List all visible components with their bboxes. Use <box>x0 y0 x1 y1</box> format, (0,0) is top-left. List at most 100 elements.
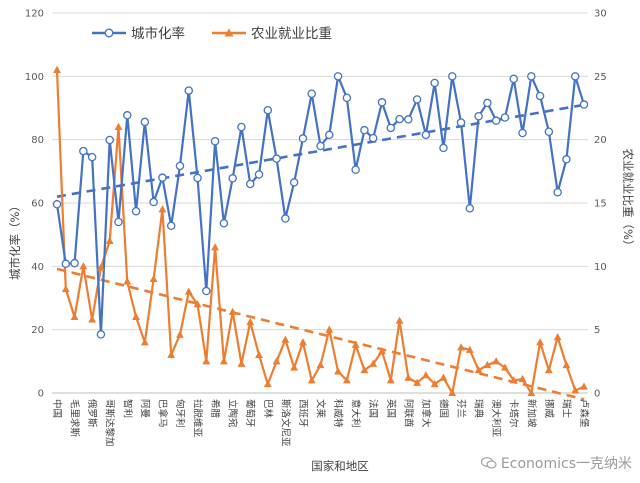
urbanization-point[interactable] <box>474 111 483 121</box>
agri-employment-point[interactable] <box>237 359 246 367</box>
agri-employment-point[interactable] <box>97 263 105 271</box>
agri-employment-point[interactable] <box>457 343 465 351</box>
agri-employment-point[interactable] <box>105 236 114 244</box>
agri-employment-point[interactable] <box>562 360 571 369</box>
urbanization-point[interactable] <box>447 72 457 81</box>
agri-employment-point[interactable] <box>544 366 553 374</box>
agri-employment-point[interactable] <box>272 357 281 365</box>
urbanization-point[interactable] <box>123 111 132 120</box>
agri-employment-point[interactable] <box>342 376 351 384</box>
urbanization-point[interactable] <box>527 72 536 81</box>
urbanization-point[interactable] <box>562 155 571 164</box>
agri-employment-point[interactable] <box>88 315 97 323</box>
agri-employment-point[interactable] <box>386 376 395 384</box>
agri-employment-point[interactable] <box>518 374 527 383</box>
urbanization-point[interactable] <box>483 98 492 108</box>
urbanization-point[interactable] <box>412 95 422 104</box>
urbanization-point[interactable] <box>535 91 545 101</box>
legend-item-urbanization[interactable]: 城市化率 <box>92 25 185 42</box>
urbanization-point[interactable] <box>114 217 123 227</box>
agri-employment-point[interactable] <box>228 307 237 315</box>
urbanization-point[interactable] <box>518 128 527 138</box>
agri-employment-point[interactable] <box>167 350 176 358</box>
urbanization-point[interactable] <box>175 161 185 171</box>
agri-employment-point[interactable] <box>465 345 474 353</box>
urbanization-point[interactable] <box>509 74 518 84</box>
urbanization-point[interactable] <box>281 214 290 223</box>
urbanization-point[interactable] <box>52 200 62 209</box>
urbanization-point[interactable] <box>245 179 255 189</box>
urbanization-point[interactable] <box>184 86 193 95</box>
agri-employment-point[interactable] <box>369 359 378 367</box>
agri-employment-point[interactable] <box>360 366 369 374</box>
urbanization-point[interactable] <box>325 130 334 140</box>
agri-employment-point[interactable] <box>351 340 360 348</box>
agri-employment-point[interactable] <box>474 366 483 374</box>
legend-item-agri-employment[interactable]: 农业就业比重 <box>212 26 332 42</box>
agri-employment-point[interactable] <box>219 357 228 365</box>
urbanization-point[interactable] <box>96 330 106 339</box>
agri-employment-point[interactable] <box>246 317 255 326</box>
agri-employment-point[interactable] <box>149 274 158 282</box>
urbanization-point[interactable] <box>500 113 510 122</box>
agri-employment-point[interactable] <box>79 262 88 270</box>
urbanization-point[interactable] <box>316 141 325 151</box>
agri-employment-point[interactable] <box>158 205 167 213</box>
agri-employment-point[interactable] <box>325 325 334 333</box>
urbanization-point[interactable] <box>368 133 378 143</box>
agri-employment-point[interactable] <box>299 338 307 346</box>
urbanization-point[interactable] <box>272 154 281 163</box>
agri-employment-point[interactable] <box>255 350 263 358</box>
agri-employment-point[interactable] <box>553 333 562 341</box>
urbanization-point[interactable] <box>193 173 202 183</box>
urbanization-point[interactable] <box>377 98 387 107</box>
urbanization-point[interactable] <box>456 118 466 127</box>
agri-employment-point[interactable] <box>492 357 501 365</box>
urbanization-point[interactable] <box>166 221 176 231</box>
agri-employment-point[interactable] <box>176 330 184 338</box>
agri-employment-point[interactable] <box>334 367 342 375</box>
agri-employment-point[interactable] <box>114 122 123 130</box>
agri-employment-point[interactable] <box>404 373 413 381</box>
urbanization-point[interactable] <box>254 170 264 179</box>
urbanization-point[interactable] <box>342 93 352 103</box>
agri-employment-point[interactable] <box>70 312 79 320</box>
urbanization-point[interactable] <box>289 178 299 187</box>
urbanization-point[interactable] <box>386 123 396 133</box>
agri-employment-point[interactable] <box>193 300 202 308</box>
urbanization-point[interactable] <box>70 258 79 268</box>
agri-employment-point[interactable] <box>395 316 404 324</box>
agri-employment-point[interactable] <box>53 65 61 73</box>
urbanization-point[interactable] <box>263 105 273 115</box>
agri-employment-point[interactable] <box>307 376 316 384</box>
urbanization-point[interactable] <box>430 78 439 88</box>
urbanization-point[interactable] <box>491 116 501 125</box>
urbanization-point[interactable] <box>395 114 404 124</box>
urbanization-point[interactable] <box>79 146 88 156</box>
urbanization-point[interactable] <box>140 117 150 127</box>
agri-employment-point[interactable] <box>430 379 439 388</box>
agri-employment-point[interactable] <box>281 335 290 343</box>
urbanization-point[interactable] <box>465 204 475 213</box>
urbanization-point[interactable] <box>158 173 167 182</box>
agri-employment-point[interactable] <box>509 376 518 384</box>
agri-employment-point[interactable] <box>501 363 509 371</box>
agri-employment-point[interactable] <box>61 284 70 293</box>
urbanization-point[interactable] <box>87 152 97 162</box>
agri-employment-point[interactable] <box>140 338 149 346</box>
agri-employment-point[interactable] <box>202 357 211 365</box>
agri-employment-point[interactable] <box>211 243 219 251</box>
urbanization-point[interactable] <box>333 72 343 81</box>
urbanization-point[interactable] <box>404 115 413 124</box>
agri-employment-point[interactable] <box>290 363 299 371</box>
agri-employment-point[interactable] <box>483 360 492 369</box>
urbanization-point[interactable] <box>421 130 431 140</box>
agri-employment-point[interactable] <box>422 371 430 379</box>
agri-employment-point[interactable] <box>184 287 193 295</box>
urbanization-point[interactable] <box>210 136 220 146</box>
urbanization-point[interactable] <box>105 135 114 145</box>
urbanization-point[interactable] <box>149 197 158 207</box>
urbanization-point[interactable] <box>360 125 369 135</box>
urbanization-point[interactable] <box>351 165 360 174</box>
urbanization-point[interactable] <box>202 286 211 296</box>
